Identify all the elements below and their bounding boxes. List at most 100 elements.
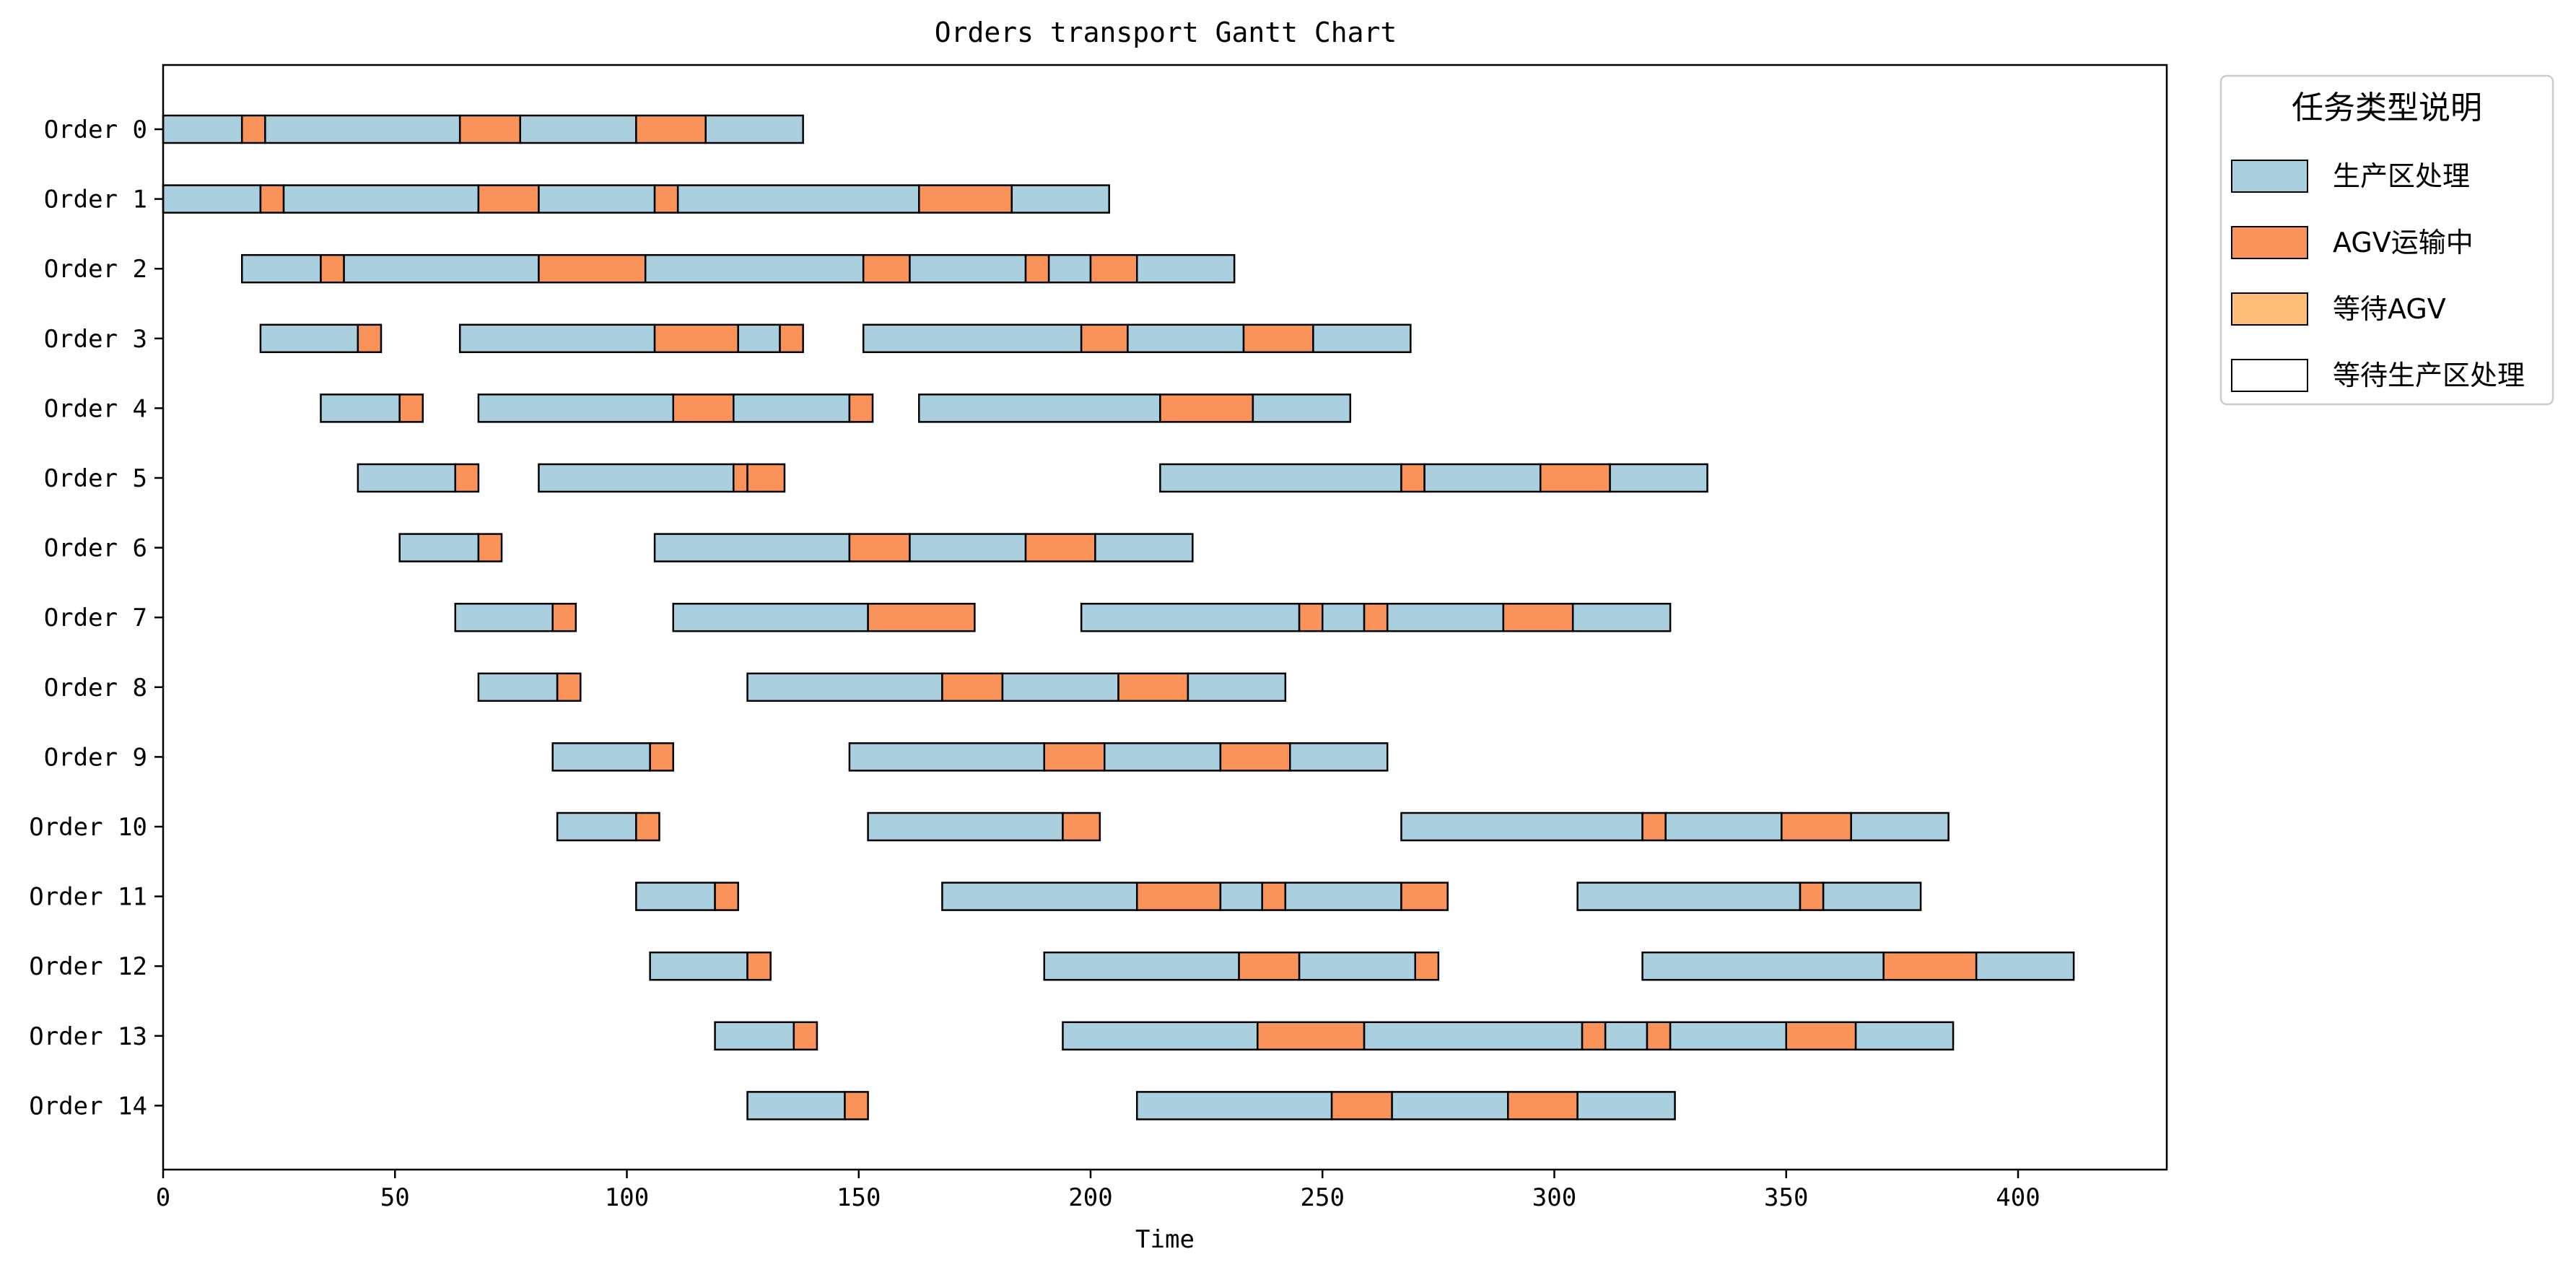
gantt-bar-segment	[644, 253, 865, 284]
legend-entry: AGV运输中	[2231, 226, 2474, 259]
gantt-bar-segment	[1062, 811, 1101, 842]
gantt-bar-segment	[1604, 1021, 1649, 1051]
y-tick-label: Order 13	[29, 1022, 147, 1051]
y-tick-label: Order 3	[44, 325, 147, 354]
gantt-bar-segment	[909, 253, 1027, 284]
gantt-bar-segment	[357, 463, 457, 493]
gantt-bar-segment	[1117, 672, 1189, 702]
gantt-bar-segment	[1047, 253, 1092, 284]
gantt-bar-segment	[1391, 1091, 1509, 1120]
x-axis-label: Time	[1135, 1225, 1195, 1254]
legend-entry: 等待AGV	[2231, 292, 2446, 326]
gantt-bar-segment	[848, 393, 874, 423]
gantt-bar-segment	[867, 602, 976, 632]
gantt-bar-segment	[1785, 1021, 1857, 1051]
gantt-bar-segment	[1010, 184, 1110, 214]
gantt-bar-segment	[649, 742, 674, 772]
gantt-bars	[162, 114, 2075, 1120]
gantt-bar-segment	[320, 393, 401, 423]
gantt-bar-segment	[653, 323, 739, 354]
y-tick-label: Order 1	[44, 186, 147, 214]
gantt-bar-segment	[714, 1021, 795, 1051]
gantt-bar-segment	[477, 184, 540, 214]
gantt-bar-segment	[909, 533, 1027, 562]
gantt-bar-segment	[551, 602, 577, 632]
x-tick-label: 250	[1301, 1183, 1345, 1212]
plot-frame	[162, 64, 2168, 1171]
x-tick-label: 350	[1764, 1183, 1808, 1212]
y-axis-ticks: Order 0 Order 1 Order 2 Order 3 Order 4 Order…	[29, 116, 163, 1120]
gantt-bar-segment	[1781, 811, 1852, 842]
gantt-bar-segment	[1284, 882, 1402, 911]
x-tick-label: 300	[1532, 1183, 1576, 1212]
x-axis-ticks: 0 50 100 150 200 250 300 350 400	[156, 1170, 2040, 1212]
gantt-bar-segment	[458, 114, 521, 144]
gantt-bar-segment	[1289, 742, 1389, 772]
gantt-bar-segment	[1571, 602, 1672, 632]
legend-swatch	[2231, 160, 2308, 193]
gantt-bar-segment	[1502, 602, 1574, 632]
gantt-bar-segment	[1024, 253, 1050, 284]
gantt-bar-segment	[1187, 672, 1287, 702]
gantt-bar-segment	[1330, 1091, 1393, 1120]
gantt-bar-segment	[556, 672, 582, 702]
gantt-bar-segment	[672, 602, 869, 632]
gantt-bar-segment	[867, 811, 1064, 842]
gantt-bar-segment	[1507, 1091, 1579, 1120]
gantt-bar-segment	[1664, 811, 1783, 842]
gantt-bar-segment	[1159, 393, 1254, 423]
y-tick-label: Order 7	[44, 604, 147, 632]
gantt-bar-segment	[1298, 602, 1324, 632]
legend-entry: 等待生产区处理	[2231, 359, 2525, 392]
gantt-bar-segment	[1322, 602, 1366, 632]
gantt-bar-segment	[1799, 882, 1825, 911]
gantt-bar-segment	[477, 393, 675, 423]
gantt-bar-segment	[320, 253, 345, 284]
y-tick-label: Order 0	[44, 116, 147, 144]
gantt-bar-segment	[1363, 602, 1389, 632]
gantt-bar-segment	[1094, 533, 1194, 562]
gantt-bar-segment	[1669, 1021, 1787, 1051]
x-tick-label: 200	[1068, 1183, 1112, 1212]
gantt-bar-segment	[1298, 951, 1416, 981]
y-tick-label: Order 2	[44, 255, 147, 284]
gantt-bar-segment	[848, 533, 911, 562]
legend-swatch	[2231, 292, 2308, 326]
gantt-bar-segment	[704, 114, 804, 144]
x-tick-label: 400	[1996, 1183, 2040, 1212]
gantt-bar-segment	[653, 533, 851, 562]
gantt-bar-segment	[1576, 1091, 1676, 1120]
gantt-bar-segment	[733, 463, 748, 493]
gantt-bar-segment	[649, 951, 748, 981]
gantt-bar-segment	[793, 1021, 818, 1051]
gantt-bar-segment	[259, 184, 285, 214]
gantt-bar-segment	[676, 184, 920, 214]
x-tick-label: 100	[605, 1183, 649, 1212]
legend-entry: 生产区处理	[2231, 160, 2470, 193]
gantt-bar-segment	[1080, 602, 1301, 632]
gantt-bar-segment	[1363, 1021, 1584, 1051]
gantt-bar-segment	[1127, 323, 1245, 354]
gantt-bar-segment	[538, 253, 647, 284]
gantt-bar-segment	[1975, 951, 2075, 981]
gantt-bar-segment	[746, 1091, 846, 1120]
legend-swatch	[2231, 226, 2308, 259]
gantt-bar-segment	[862, 253, 911, 284]
gantt-bar-segment	[1400, 463, 1425, 493]
gantt-bar-segment	[264, 114, 461, 144]
gantt-bar-segment	[454, 602, 554, 632]
gantt-bar-segment	[240, 253, 322, 284]
gantt-bar-segment	[519, 114, 637, 144]
gantt-bar-segment	[477, 672, 559, 702]
legend-label: 等待生产区处理	[2333, 360, 2525, 391]
gantt-bar-segment	[259, 323, 359, 354]
gantt-bar-segment	[551, 742, 651, 772]
gantt-bar-segment	[635, 114, 707, 144]
gantt-bar-segment	[1261, 882, 1287, 911]
gantt-bar-segment	[1219, 882, 1263, 911]
y-tick-label: Order 8	[44, 674, 147, 702]
gantt-bar-segment	[941, 882, 1138, 911]
